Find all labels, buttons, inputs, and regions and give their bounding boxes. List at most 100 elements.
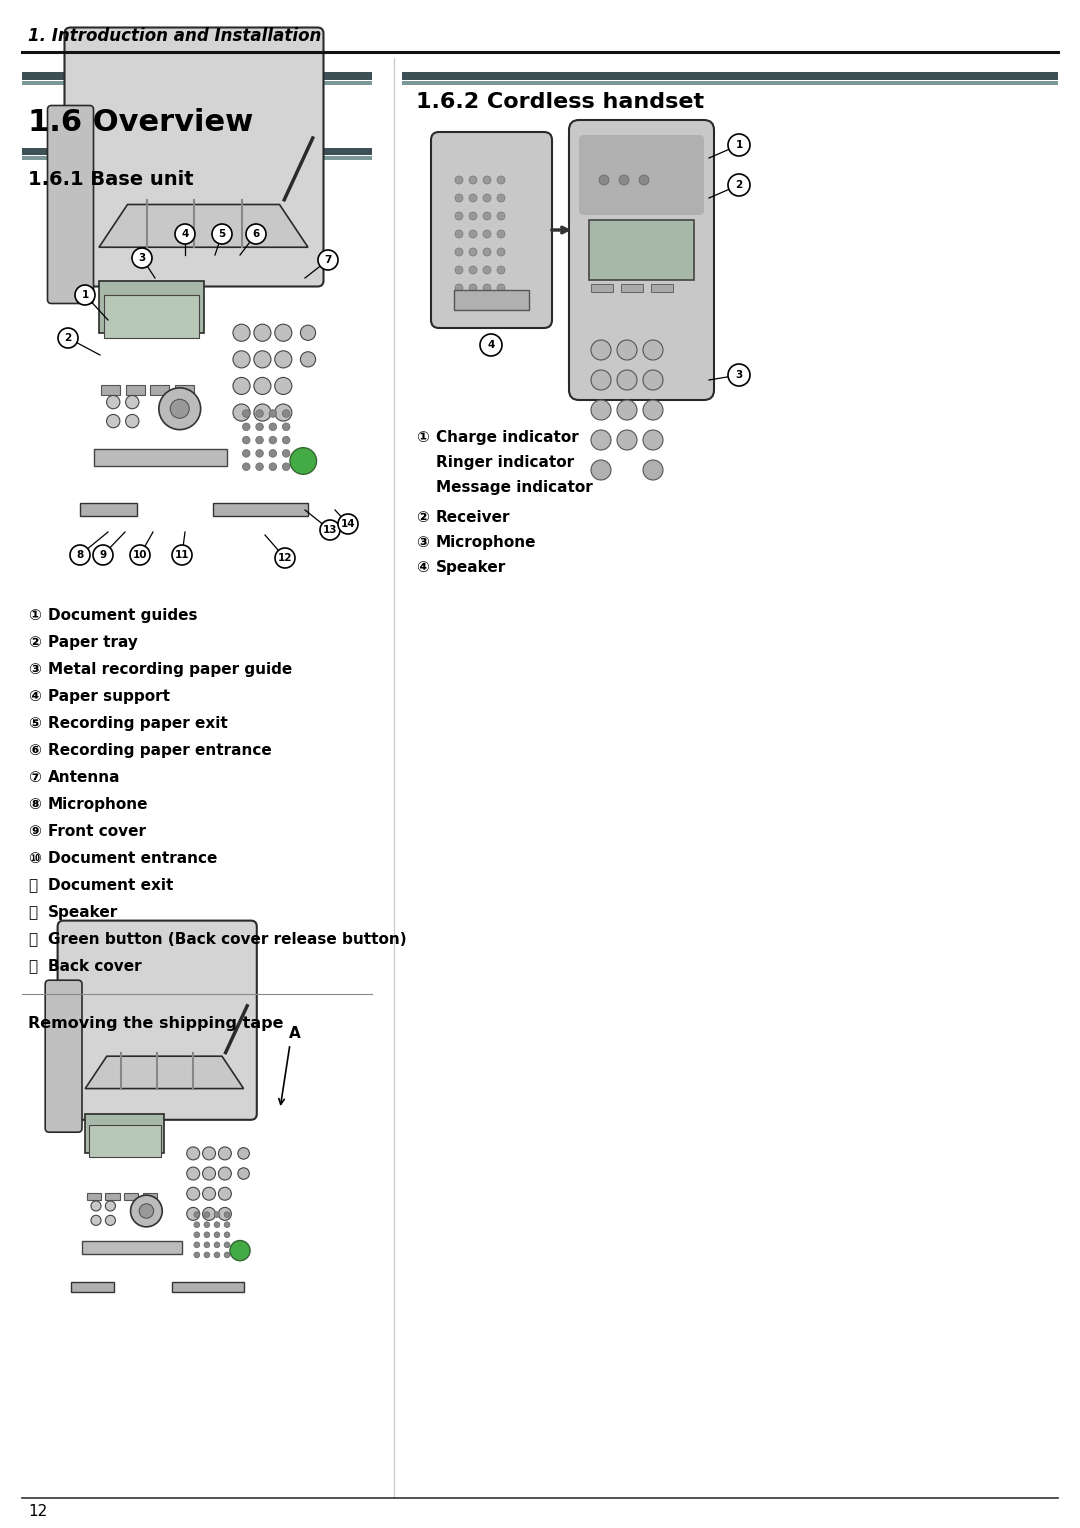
Bar	[99, 281, 203, 333]
Circle shape	[204, 1212, 210, 1218]
Circle shape	[282, 463, 289, 471]
Text: ④: ④	[416, 559, 429, 575]
Circle shape	[619, 176, 629, 185]
Circle shape	[599, 176, 609, 185]
Text: Microphone: Microphone	[48, 798, 149, 811]
Circle shape	[728, 364, 750, 387]
Circle shape	[93, 545, 113, 565]
Circle shape	[643, 400, 663, 420]
Circle shape	[455, 176, 463, 183]
Circle shape	[469, 194, 477, 202]
Text: A: A	[289, 1027, 301, 1042]
Circle shape	[214, 1212, 220, 1218]
Text: 8: 8	[77, 550, 83, 559]
Text: 1. Introduction and Installation: 1. Introduction and Installation	[28, 28, 322, 44]
Circle shape	[256, 423, 264, 431]
Bar	[402, 72, 1058, 79]
Circle shape	[203, 1207, 216, 1221]
Text: 7: 7	[324, 255, 332, 264]
Circle shape	[318, 251, 338, 270]
FancyBboxPatch shape	[48, 105, 94, 304]
FancyBboxPatch shape	[57, 920, 257, 1120]
Text: ⑬: ⑬	[28, 932, 37, 947]
Circle shape	[282, 410, 289, 417]
Circle shape	[256, 410, 264, 417]
Circle shape	[246, 225, 266, 244]
Circle shape	[107, 396, 120, 410]
Text: ⑫: ⑫	[28, 905, 37, 920]
Circle shape	[203, 1148, 216, 1160]
Circle shape	[269, 410, 276, 417]
Bar	[589, 220, 694, 280]
Circle shape	[455, 284, 463, 292]
Circle shape	[282, 423, 289, 431]
Circle shape	[106, 1215, 116, 1225]
Bar	[100, 385, 120, 394]
Text: Speaker: Speaker	[48, 905, 118, 920]
Circle shape	[203, 1187, 216, 1199]
Circle shape	[483, 176, 491, 183]
Circle shape	[643, 429, 663, 451]
Bar	[22, 72, 372, 79]
Circle shape	[300, 351, 315, 367]
Circle shape	[194, 1251, 200, 1258]
FancyBboxPatch shape	[45, 979, 82, 1132]
Text: Receiver: Receiver	[436, 510, 511, 526]
Circle shape	[497, 266, 505, 274]
Circle shape	[591, 400, 611, 420]
Circle shape	[269, 463, 276, 471]
Circle shape	[269, 423, 276, 431]
Circle shape	[225, 1232, 230, 1238]
Circle shape	[218, 1187, 231, 1199]
Bar	[106, 1193, 120, 1199]
Text: Paper tray: Paper tray	[48, 636, 138, 649]
Circle shape	[218, 1148, 231, 1160]
Text: 1.6 Overview: 1.6 Overview	[28, 108, 253, 138]
Circle shape	[483, 266, 491, 274]
Circle shape	[497, 212, 505, 220]
Circle shape	[591, 460, 611, 480]
Circle shape	[617, 370, 637, 390]
Text: 6: 6	[253, 229, 259, 238]
Circle shape	[274, 351, 292, 368]
Circle shape	[497, 284, 505, 292]
Text: ④: ④	[28, 689, 41, 704]
Circle shape	[469, 248, 477, 257]
Text: 5: 5	[218, 229, 226, 238]
Circle shape	[242, 463, 251, 471]
Bar	[591, 284, 613, 292]
Circle shape	[130, 545, 150, 565]
Bar	[71, 1282, 114, 1293]
Circle shape	[254, 324, 271, 341]
Circle shape	[469, 266, 477, 274]
Text: Recording paper entrance: Recording paper entrance	[48, 743, 272, 758]
Text: Recording paper exit: Recording paper exit	[48, 717, 228, 730]
Circle shape	[269, 449, 276, 457]
Text: Metal recording paper guide: Metal recording paper guide	[48, 662, 293, 677]
Bar	[104, 295, 199, 338]
Text: ⑤: ⑤	[28, 717, 41, 730]
Text: 1: 1	[735, 141, 743, 150]
Circle shape	[194, 1212, 200, 1218]
Bar	[85, 1114, 164, 1154]
Text: 10: 10	[133, 550, 147, 559]
Text: Document exit: Document exit	[48, 879, 174, 892]
Circle shape	[282, 437, 289, 445]
Text: ⑪: ⑪	[28, 879, 37, 892]
Circle shape	[91, 1201, 102, 1212]
Circle shape	[254, 403, 271, 422]
Text: Back cover: Back cover	[48, 960, 141, 973]
Polygon shape	[85, 1056, 244, 1088]
Text: ⑭: ⑭	[28, 960, 37, 973]
Circle shape	[455, 212, 463, 220]
Text: Message indicator: Message indicator	[436, 480, 593, 495]
Circle shape	[233, 377, 251, 394]
Text: Paper support: Paper support	[48, 689, 170, 704]
Circle shape	[469, 212, 477, 220]
Circle shape	[497, 194, 505, 202]
Circle shape	[58, 329, 78, 348]
Circle shape	[204, 1251, 210, 1258]
Circle shape	[274, 403, 292, 422]
Circle shape	[483, 248, 491, 257]
Circle shape	[218, 1207, 231, 1221]
